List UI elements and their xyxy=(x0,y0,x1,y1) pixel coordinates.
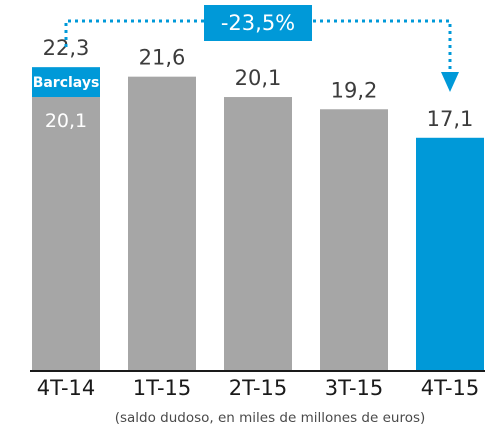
bar-2T-15 xyxy=(224,97,292,370)
value-label-2T-15: 20,1 xyxy=(235,66,282,90)
bar-segment-barclays xyxy=(32,67,100,98)
segment-label-barclays: Barclays xyxy=(33,75,100,91)
total-label-4T-14: 22,3 xyxy=(43,36,90,60)
value-labels-group: 20,1 Barclays 22,3 21,6 20,1 19,2 17,1 xyxy=(33,36,474,132)
change-callout: -23,5% xyxy=(64,5,459,92)
x-tick-4T-15: 4T-15 xyxy=(421,376,480,400)
callout-arrow-head xyxy=(441,72,459,92)
bar-1T-15 xyxy=(128,76,196,371)
value-label-4T-15: 17,1 xyxy=(427,107,474,131)
callout-badge xyxy=(204,5,312,41)
value-label-3T-15: 19,2 xyxy=(331,78,378,102)
chart-note: (saldo dudoso, en miles de millones de e… xyxy=(115,410,426,426)
x-tick-1T-15: 1T-15 xyxy=(133,376,192,400)
x-tick-labels-group: 4T-14 1T-15 2T-15 3T-15 4T-15 xyxy=(37,376,480,400)
value-label-4T-14: 20,1 xyxy=(45,110,87,132)
bars-group xyxy=(32,67,484,371)
x-tick-4T-14: 4T-14 xyxy=(37,376,96,400)
callout-change-label: -23,5% xyxy=(221,11,295,35)
value-label-1T-15: 21,6 xyxy=(139,46,186,70)
bar-4T-14 xyxy=(32,97,100,370)
x-tick-2T-15: 2T-15 xyxy=(229,376,288,400)
bar-3T-15 xyxy=(320,109,388,370)
x-tick-3T-15: 3T-15 xyxy=(325,376,384,400)
bar-4T-15 xyxy=(416,137,484,370)
